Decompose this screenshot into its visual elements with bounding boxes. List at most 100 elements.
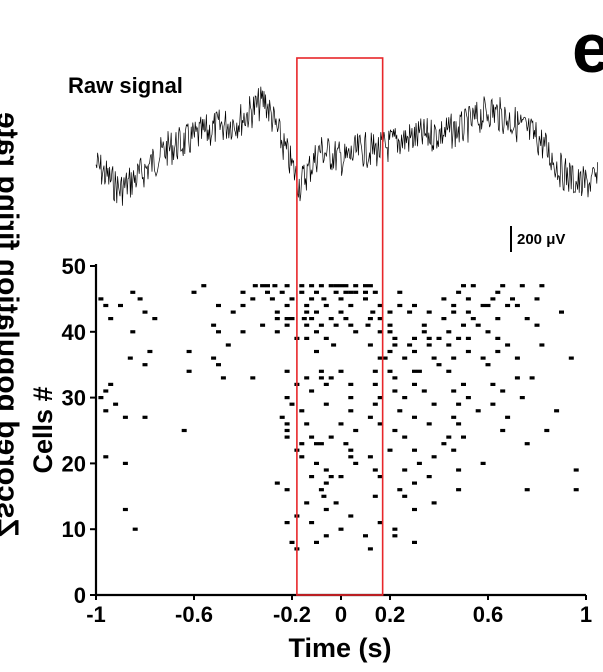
spike-mark bbox=[402, 494, 408, 498]
spike-mark bbox=[363, 297, 368, 301]
spike-mark bbox=[387, 330, 393, 334]
spike-mark bbox=[250, 297, 256, 301]
spike-mark bbox=[348, 303, 354, 308]
spike-mark bbox=[304, 422, 310, 426]
spike-mark bbox=[103, 303, 109, 308]
x-tick-label: 0 bbox=[335, 602, 347, 627]
spike-mark bbox=[402, 468, 408, 472]
spike-mark bbox=[539, 284, 545, 288]
spike-mark bbox=[451, 310, 457, 314]
spike-mark bbox=[130, 290, 136, 294]
spike-mark bbox=[387, 323, 393, 327]
spike-mark bbox=[367, 455, 373, 459]
scale-bar-label: 200 μV bbox=[517, 231, 565, 248]
spike-mark bbox=[456, 422, 462, 426]
spike-mark bbox=[260, 284, 266, 288]
spike-mark bbox=[377, 396, 383, 400]
spike-mark bbox=[402, 356, 408, 360]
spike-mark bbox=[529, 376, 535, 380]
spike-mark bbox=[274, 317, 280, 321]
spike-mark bbox=[519, 396, 525, 400]
spike-mark bbox=[446, 369, 452, 373]
spike-mark bbox=[441, 442, 447, 446]
spike-mark bbox=[456, 336, 462, 340]
spike-mark bbox=[367, 317, 373, 321]
spike-mark bbox=[402, 396, 408, 400]
spike-mark bbox=[412, 507, 417, 512]
spike-mark bbox=[127, 356, 133, 360]
spike-mark bbox=[328, 475, 334, 479]
spike-mark bbox=[412, 349, 417, 354]
spike-mark bbox=[475, 323, 481, 327]
spike-mark bbox=[265, 290, 270, 294]
spike-mark bbox=[456, 290, 462, 294]
x-axis-ticks: -1 -0.6 -0.2 0 0.2 0.6 1 bbox=[86, 595, 592, 627]
spike-mark bbox=[304, 336, 310, 340]
spike-mark bbox=[186, 369, 192, 373]
spike-mark bbox=[387, 349, 393, 354]
spike-mark bbox=[348, 455, 354, 459]
spike-mark bbox=[363, 290, 368, 294]
spike-mark bbox=[372, 382, 378, 386]
spike-mark bbox=[490, 297, 496, 301]
spike-mark bbox=[201, 284, 207, 288]
spike-mark bbox=[495, 290, 501, 294]
spike-mark bbox=[304, 501, 310, 505]
spike-mark bbox=[367, 547, 373, 551]
y-axis-title: Cells # bbox=[28, 386, 58, 473]
spike-mark bbox=[412, 382, 417, 386]
spike-mark bbox=[485, 303, 491, 308]
spike-mark bbox=[505, 415, 511, 419]
spike-mark bbox=[284, 435, 290, 439]
spike-mark bbox=[186, 349, 192, 354]
spike-mark bbox=[397, 303, 403, 308]
spike-mark bbox=[318, 323, 324, 327]
spike-mark bbox=[147, 349, 153, 354]
spike-mark bbox=[113, 402, 119, 406]
spike-mark bbox=[304, 310, 310, 314]
spike-mark bbox=[265, 284, 270, 288]
spike-mark bbox=[480, 356, 486, 360]
spike-mark bbox=[284, 396, 290, 400]
spike-mark bbox=[314, 461, 319, 465]
spike-mark bbox=[367, 284, 373, 288]
spike-mark bbox=[304, 376, 310, 380]
spike-mark bbox=[524, 317, 530, 321]
spike-mark bbox=[103, 389, 109, 393]
spike-mark bbox=[505, 303, 511, 308]
y-tick-label: 20 bbox=[62, 451, 86, 476]
spike-mark bbox=[269, 297, 275, 301]
spike-mark bbox=[372, 494, 378, 498]
spike-mark bbox=[338, 527, 344, 531]
spike-mark bbox=[272, 284, 278, 288]
spike-mark bbox=[284, 488, 290, 492]
spike-mark bbox=[554, 409, 560, 413]
spike-mark bbox=[392, 376, 398, 380]
spike-mark bbox=[421, 389, 427, 393]
spike-mark bbox=[338, 422, 344, 426]
spike-mark bbox=[309, 317, 315, 321]
spike-mark bbox=[412, 369, 417, 373]
spike-mark bbox=[534, 323, 540, 327]
spike-mark bbox=[465, 396, 471, 400]
spike-mark bbox=[260, 323, 266, 327]
spike-mark bbox=[191, 290, 197, 294]
spike-mark bbox=[299, 290, 305, 294]
spike-mark bbox=[465, 349, 471, 354]
spike-mark bbox=[142, 415, 148, 419]
spike-mark bbox=[321, 297, 327, 301]
spike-mark bbox=[367, 343, 373, 347]
spike-mark bbox=[318, 369, 324, 373]
spike-mark bbox=[397, 488, 403, 492]
spike-mark bbox=[451, 448, 457, 452]
spike-mark bbox=[122, 461, 128, 465]
spike-mark bbox=[573, 488, 579, 492]
spike-mark bbox=[382, 356, 388, 360]
x-tick-label: -0.6 bbox=[175, 602, 213, 627]
spike-mark bbox=[108, 317, 114, 321]
y-tick-label: 30 bbox=[62, 386, 86, 411]
spike-mark bbox=[372, 290, 378, 294]
spike-mark bbox=[240, 290, 246, 294]
spike-mark bbox=[412, 415, 417, 419]
